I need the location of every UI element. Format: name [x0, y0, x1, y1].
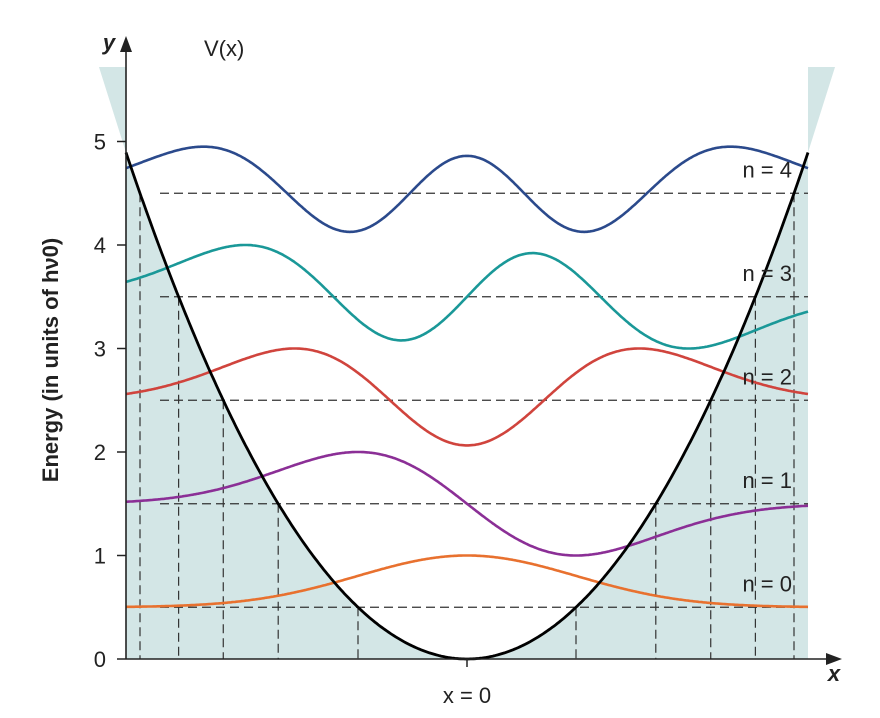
- level-label-n1: n = 1: [742, 468, 792, 493]
- level-label-n2: n = 2: [742, 364, 792, 389]
- level-label-n3: n = 3: [742, 261, 792, 286]
- level-label-n4: n = 4: [742, 157, 792, 182]
- y-axis-arrow: [120, 36, 132, 52]
- wavefunction-n2: [125, 347, 809, 447]
- dashed-guides: [139, 192, 808, 659]
- y-tick-label-5: 5: [94, 130, 106, 155]
- potential-label: V(x): [204, 36, 244, 61]
- y-tick-label-1: 1: [94, 544, 106, 569]
- forbidden-region: [98, 67, 836, 659]
- x-axis-arrow: [826, 653, 842, 665]
- x-center-label: x = 0: [443, 683, 491, 708]
- wavefunction-n3: [125, 243, 809, 350]
- wavefunction-n0: [125, 554, 809, 609]
- wavefunction-n4: [125, 145, 809, 234]
- y-tick-label-2: 2: [94, 440, 106, 465]
- y-axis-letter: y: [102, 30, 117, 55]
- y-axis-title: Energy (in units of hν0): [38, 238, 63, 482]
- chart-text: Energy (in units of hν0) y x x = 0 V(x) …: [38, 30, 841, 708]
- wavefunction-n1: [126, 450, 808, 557]
- y-tick-label-4: 4: [94, 233, 106, 258]
- level-label-n0: n = 0: [742, 571, 792, 596]
- axes: [117, 36, 842, 667]
- forbidden-region-shading: [98, 67, 836, 659]
- x-axis-letter: x: [827, 661, 841, 686]
- y-tick-label-0: 0: [94, 647, 106, 672]
- wavefunction-curves: [125, 145, 809, 609]
- y-tick-label-3: 3: [94, 337, 106, 362]
